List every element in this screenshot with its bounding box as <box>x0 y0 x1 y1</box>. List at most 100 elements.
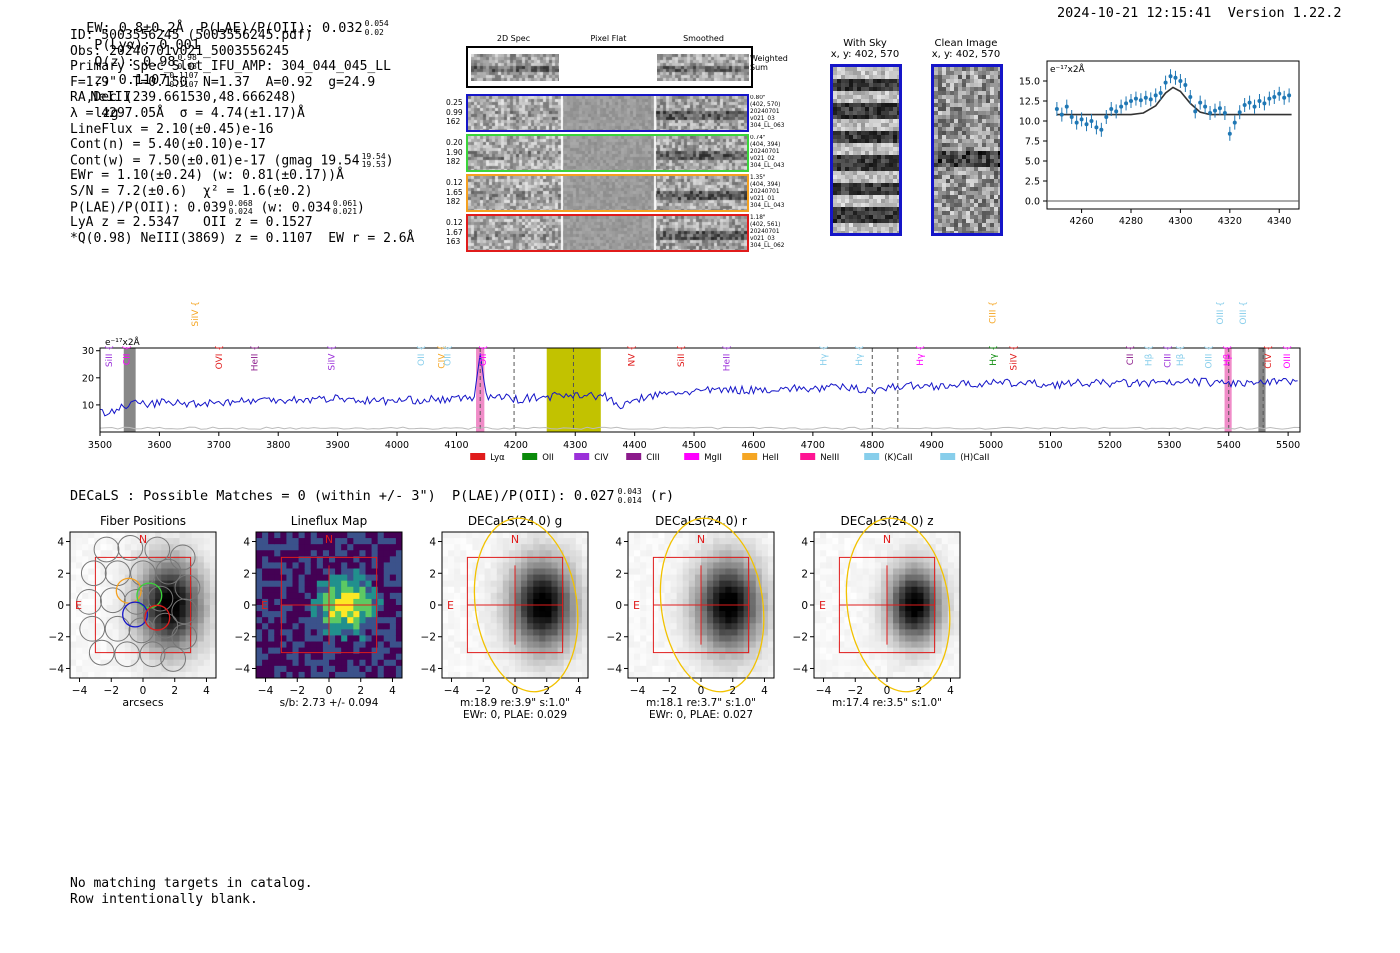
panel-ytick-label: −4 <box>607 663 623 675</box>
fiber-circle-highlight <box>122 601 149 628</box>
zoom-data-point <box>1119 104 1124 109</box>
zoom-data-point <box>1178 79 1183 83</box>
spec-line-label: OVI { <box>215 345 225 369</box>
fiber-circle <box>169 544 196 571</box>
decals-summary: DECaLS : Possible Matches = 0 (within +/… <box>70 487 674 505</box>
panel-5: DECaLS(24.0) z N E 4 2 0 −2 −4 −4 −2 0 2 4 m:17.4 re:… <box>793 514 961 709</box>
panel-xtick-label: 2 <box>915 685 922 697</box>
cutout-stat: 182 <box>446 157 461 166</box>
fiber-circle <box>99 587 126 614</box>
spec-line-label: Hγ { <box>855 345 865 366</box>
zoom-ytick-label: 2.5 <box>1025 177 1040 188</box>
cutout-meta: 304_LL_062 <box>750 243 785 249</box>
spec-xtick-label: 3500 <box>88 440 112 451</box>
panel-ytick-label: 0 <box>57 600 64 612</box>
fiber-circle <box>139 641 166 668</box>
info-plae-w-sub: 0.021 <box>332 206 358 216</box>
info-contn: Cont(n) = 5.40(±0.10)e-17 <box>70 137 266 153</box>
cutout-meta: (404, 394) <box>750 142 781 148</box>
cutout-meta: v021_03 <box>750 116 775 122</box>
spec-xtick-label: 4100 <box>444 440 468 451</box>
cutout-stat: 162 <box>446 117 461 126</box>
cutout-row-4 <box>466 214 749 252</box>
panel-xtick-label: −4 <box>258 685 274 697</box>
cutout-row-1 <box>466 94 749 132</box>
panel-xtick-label: 0 <box>326 685 333 697</box>
info-plae: P(LAE)/P(OII): 0.039 0.068 0.024 (w: 0.034… <box>70 199 414 216</box>
zoom-data-point <box>1148 97 1153 102</box>
weighted-smooth-image <box>657 54 749 81</box>
legend-label: Lyα <box>490 453 505 463</box>
legend-swatch <box>800 453 816 460</box>
legend-label: (H)CaII <box>960 453 989 463</box>
spec-line-label: CII { <box>1126 345 1136 365</box>
panel-xtick-label: −2 <box>848 685 863 697</box>
zoom-data-point <box>1163 80 1168 85</box>
cutout-meta: 304_LL_063 <box>750 123 785 129</box>
col-label-2d: 2D Spec <box>496 34 531 43</box>
panel-xtick-label: 0 <box>512 685 519 697</box>
summary-line: EW: 0.8±0.2Å P(LAE)/P(OII): 0.032 0.054 0.… <box>70 3 388 121</box>
cutout-row-meta: 0.80" (402, 570) 20240701 v021_03 304_LL_063 <box>750 95 784 130</box>
panel-image <box>628 532 775 679</box>
spec-line-label: HeII { <box>250 345 260 371</box>
zoom-data-point <box>1183 83 1188 87</box>
zoom-xtick-label: 4340 <box>1267 216 1291 227</box>
aperture-box <box>466 556 564 654</box>
panel-ytick-label: 2 <box>243 568 250 580</box>
panel-xtick-label: −4 <box>72 685 88 697</box>
spec-line-label: SiII { <box>105 345 115 367</box>
zoom-data-point <box>1124 101 1129 106</box>
panel-ytick-label: −2 <box>793 632 808 644</box>
spec-xtick-label: 5100 <box>1038 440 1062 451</box>
footer-line-2: Row intentionally blank. <box>70 891 258 907</box>
zoom-data-point <box>1282 95 1287 100</box>
spec-line-label: SiIV { <box>191 301 201 327</box>
info-fiber: F=1.9" T=0.150 N=1.37 A=0.92 g=24.9 <box>70 74 376 90</box>
zoom-data-point <box>1059 112 1064 117</box>
info-plae-sub: 0.024 <box>228 206 253 216</box>
fiber-circle-highlight <box>144 604 171 631</box>
summary-z: z: 0.1107 <box>94 72 168 88</box>
spec-line-label: CIV { <box>1264 345 1274 369</box>
panel-image <box>442 532 589 679</box>
zoom-data-point <box>1232 120 1237 125</box>
zoom-xtick-label: 4280 <box>1119 216 1143 227</box>
info-lambda: λ = 4297.05Å σ = 4.74(±1.17)Å <box>70 105 305 121</box>
info-primary: Primary Spec_Slot_IFU_AMP: 304_044_045_L… <box>70 59 391 75</box>
info-plae-w: (w: 0.034 <box>260 200 331 216</box>
panel-xtick-label: 4 <box>947 685 954 697</box>
panel-ytick-label: −2 <box>235 632 250 644</box>
weighted-2d-image <box>471 54 559 81</box>
spec-line-label: Hγ { <box>820 345 830 366</box>
legend-label: OII <box>542 453 554 463</box>
summary-qz-sup: 0.98 <box>177 53 197 62</box>
fiber-circle <box>76 588 102 615</box>
zoom-data-point <box>1277 91 1282 96</box>
panel-ytick-label: 0 <box>429 600 436 612</box>
with-sky-title: With Sky x, y: 402, 570 <box>815 38 915 60</box>
spec-line-label: OII { <box>417 345 427 366</box>
cutout-stat: 0.25 <box>446 98 463 107</box>
cutout-stat: 0.99 <box>446 107 463 117</box>
clean-xy: x, y: 402, 570 <box>931 49 1001 60</box>
spec-line-label: Hβ { <box>1223 345 1233 366</box>
clean-title: Clean Image x, y: 402, 570 <box>916 38 1016 60</box>
panel-ytick-label: −4 <box>235 663 251 675</box>
panel-sublabel: EWr: 0, PLAE: 0.027 <box>649 709 753 721</box>
zoom-data-point <box>1158 91 1163 95</box>
spec-xtick-label: 5000 <box>979 440 1003 451</box>
info-contw-end: ) <box>385 153 394 169</box>
info-plae-end: ) <box>357 200 365 216</box>
summary-plya: P(Lyα): 0.001 <box>94 37 200 53</box>
panel-ytick-label: 0 <box>801 600 808 612</box>
info-id: ID: 5003556245 (5003556245.pdf) <box>70 28 313 43</box>
zoom-data-point <box>1267 96 1272 101</box>
fiber-circle <box>144 536 171 563</box>
info-contw-sup: 19.54 <box>361 151 386 161</box>
spec-line-label: SiIV { <box>1010 345 1020 371</box>
imaging-panels: Fiber Positions N E 4 2 0 −2 −4 −4 −2 0 2 4 arcsecs Li… <box>40 508 1000 728</box>
fiber-circle <box>147 585 174 612</box>
zoom-data-point <box>1079 117 1084 122</box>
zoom-data-point <box>1287 93 1292 98</box>
